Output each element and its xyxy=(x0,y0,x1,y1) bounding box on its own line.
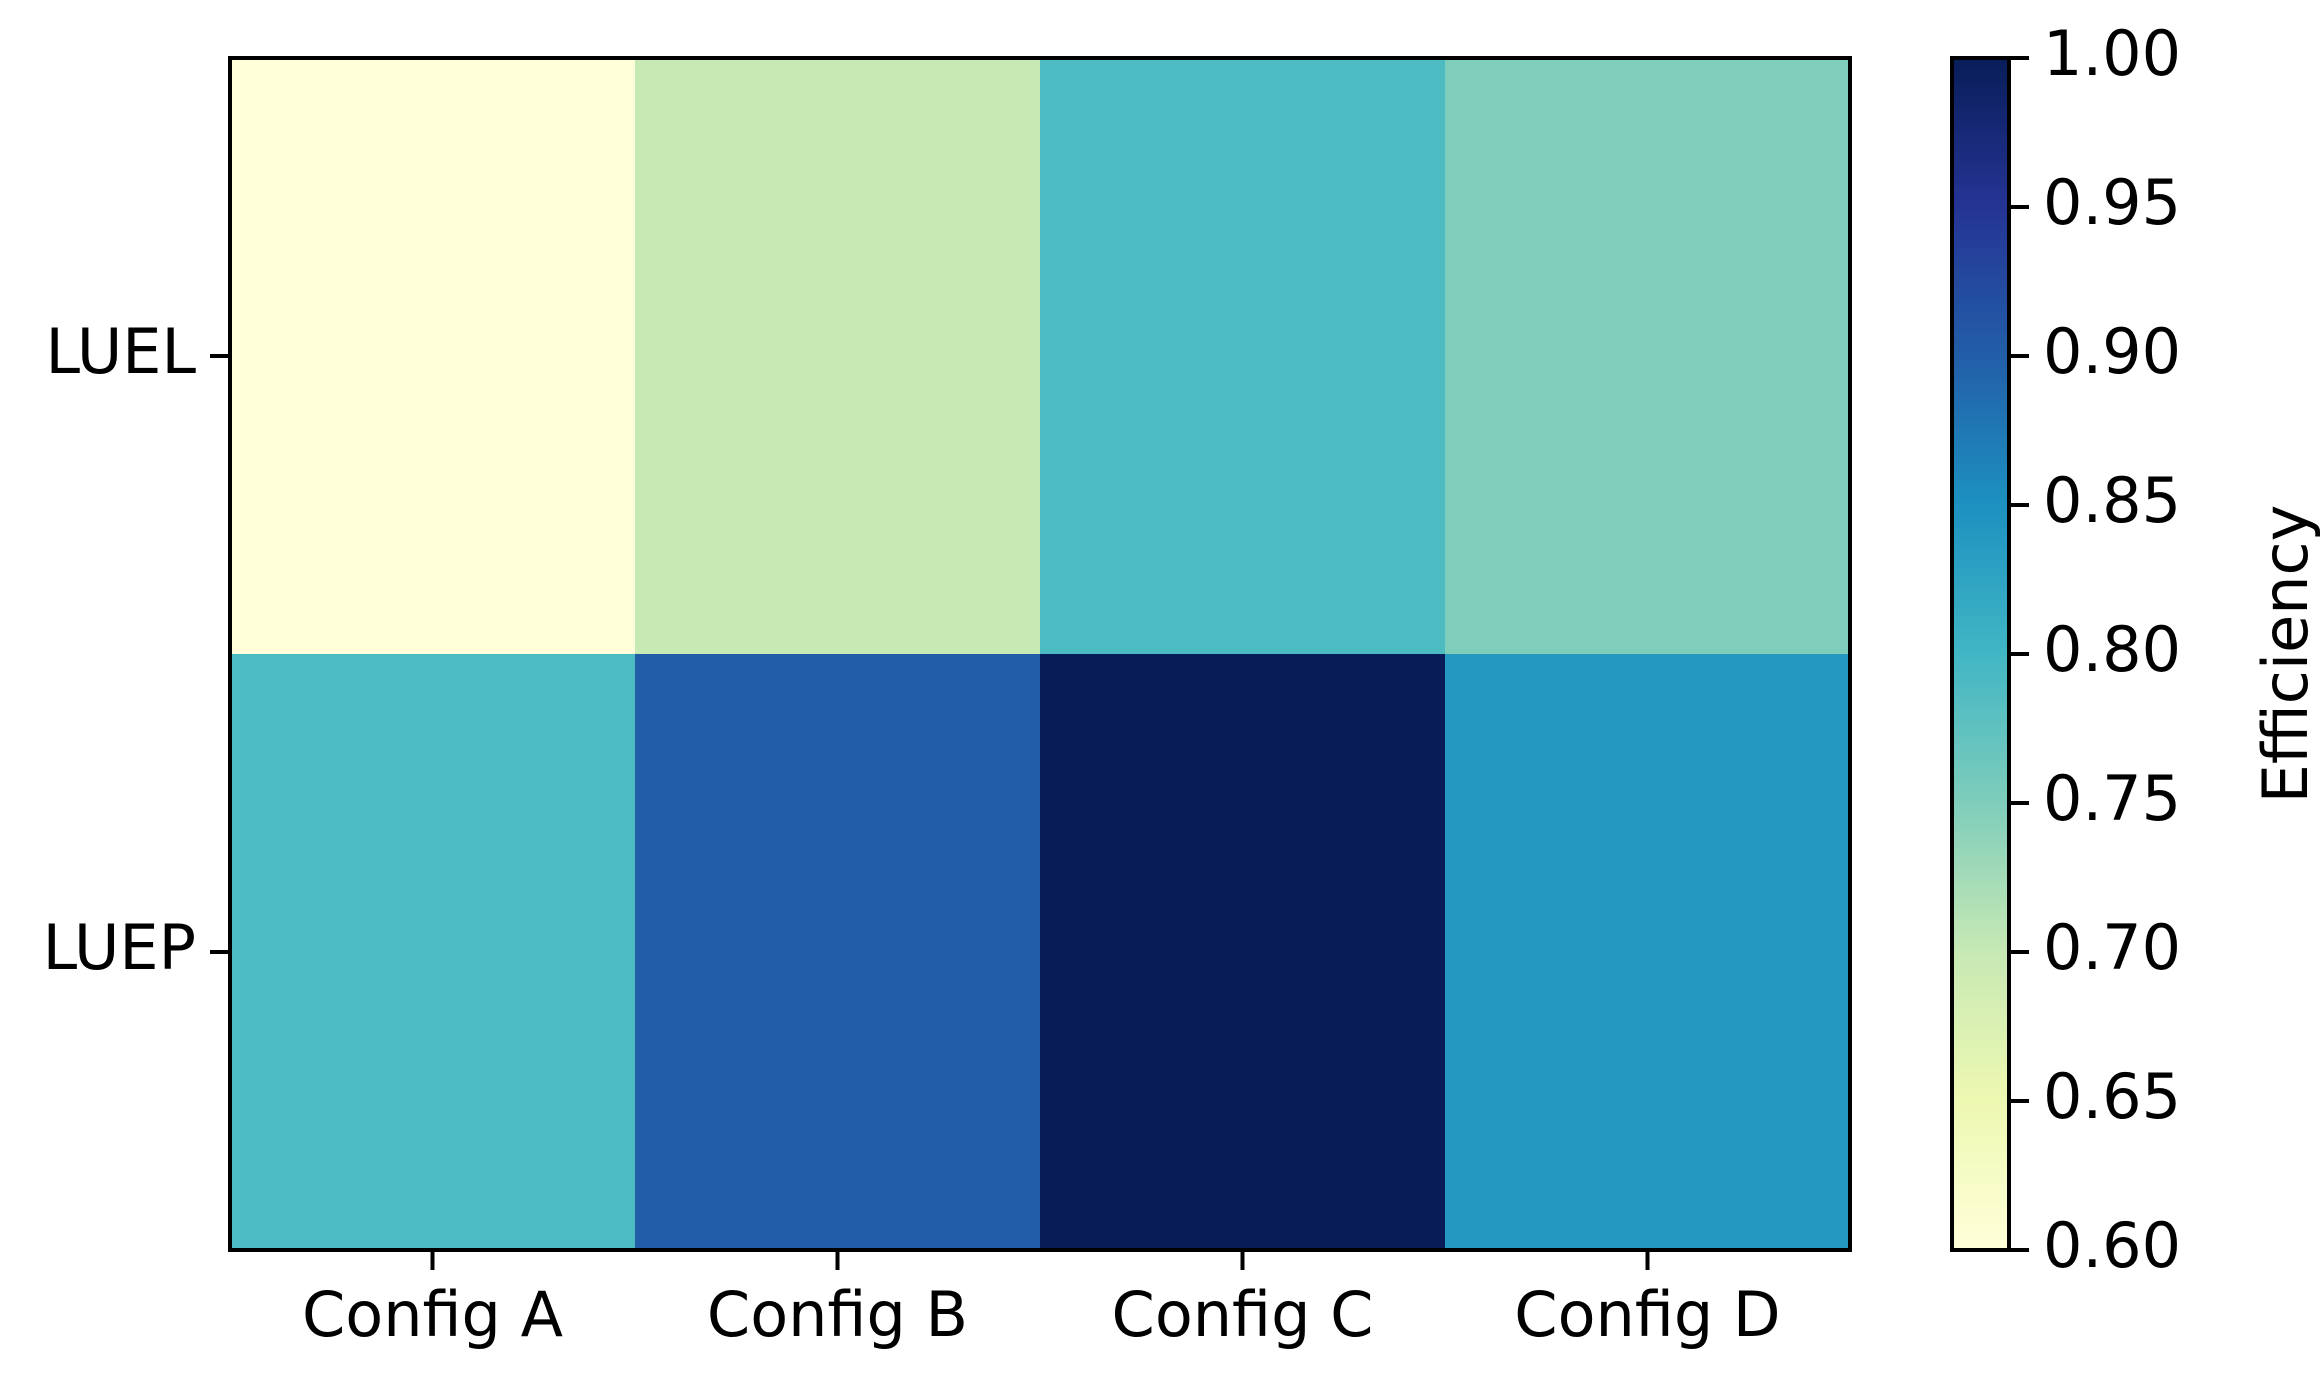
y-axis: LUEL LUEP xyxy=(43,315,230,984)
heatmap-cell xyxy=(230,58,636,655)
heatmap-cell xyxy=(1040,654,1446,1251)
heatmap-cell xyxy=(230,654,636,1251)
x-tick-label: Config A xyxy=(302,1278,563,1351)
x-tick-label: Config C xyxy=(1112,1278,1374,1351)
heatmap-cell xyxy=(1445,58,1851,655)
colorbar-label: Efficiency xyxy=(2249,505,2320,804)
colorbar-tick-label: 0.95 xyxy=(2043,166,2181,239)
colorbar-tick-label: 0.60 xyxy=(2043,1209,2181,1282)
colorbar-tick-label: 0.65 xyxy=(2043,1060,2181,1133)
colorbar-tick-label: 1.00 xyxy=(2043,17,2181,90)
y-tick-label: LUEP xyxy=(43,911,196,984)
colorbar-tick-label: 0.75 xyxy=(2043,762,2181,835)
x-tick-label: Config D xyxy=(1514,1278,1780,1351)
colorbar-tick-label: 0.90 xyxy=(2043,315,2181,388)
colorbar-ticks: 0.60 0.65 0.70 0.75 0.80 0.85 0.90 0.95 1.00 xyxy=(2009,17,2181,1282)
x-tick-label: Config B xyxy=(707,1278,968,1351)
heatmap-cell xyxy=(635,58,1041,655)
colorbar-tick-label: 0.85 xyxy=(2043,464,2181,537)
heatmap-cells xyxy=(230,58,1851,1251)
heatmap-cell xyxy=(1040,58,1446,655)
y-tick-label: LUEL xyxy=(45,315,196,388)
x-axis: Config A Config B Config C Config D xyxy=(302,1250,1781,1351)
colorbar xyxy=(1950,56,2011,1252)
plot-frame xyxy=(228,56,1852,1252)
colorbar-tick-label: 0.80 xyxy=(2043,613,2181,686)
colorbar-tick-label: 0.70 xyxy=(2043,911,2181,984)
heatmap-cell xyxy=(635,654,1041,1251)
heatmap-cell xyxy=(1445,654,1851,1251)
